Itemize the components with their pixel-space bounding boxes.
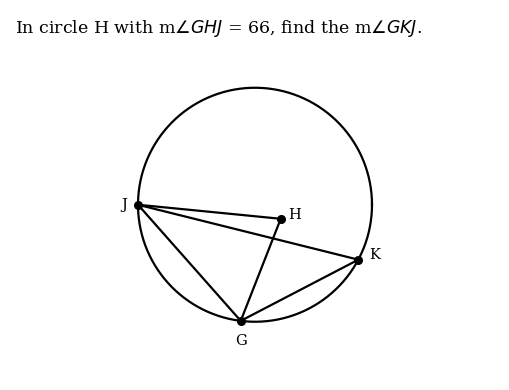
Text: H: H bbox=[287, 208, 300, 222]
Text: J: J bbox=[121, 198, 127, 212]
Text: In circle H with m$\angle$$\mathit{GHJ}$ = 66, find the m$\angle$$\mathit{GKJ}$.: In circle H with m$\angle$$\mathit{GHJ}$… bbox=[15, 18, 421, 39]
Text: G: G bbox=[235, 334, 246, 348]
Text: K: K bbox=[368, 248, 379, 262]
